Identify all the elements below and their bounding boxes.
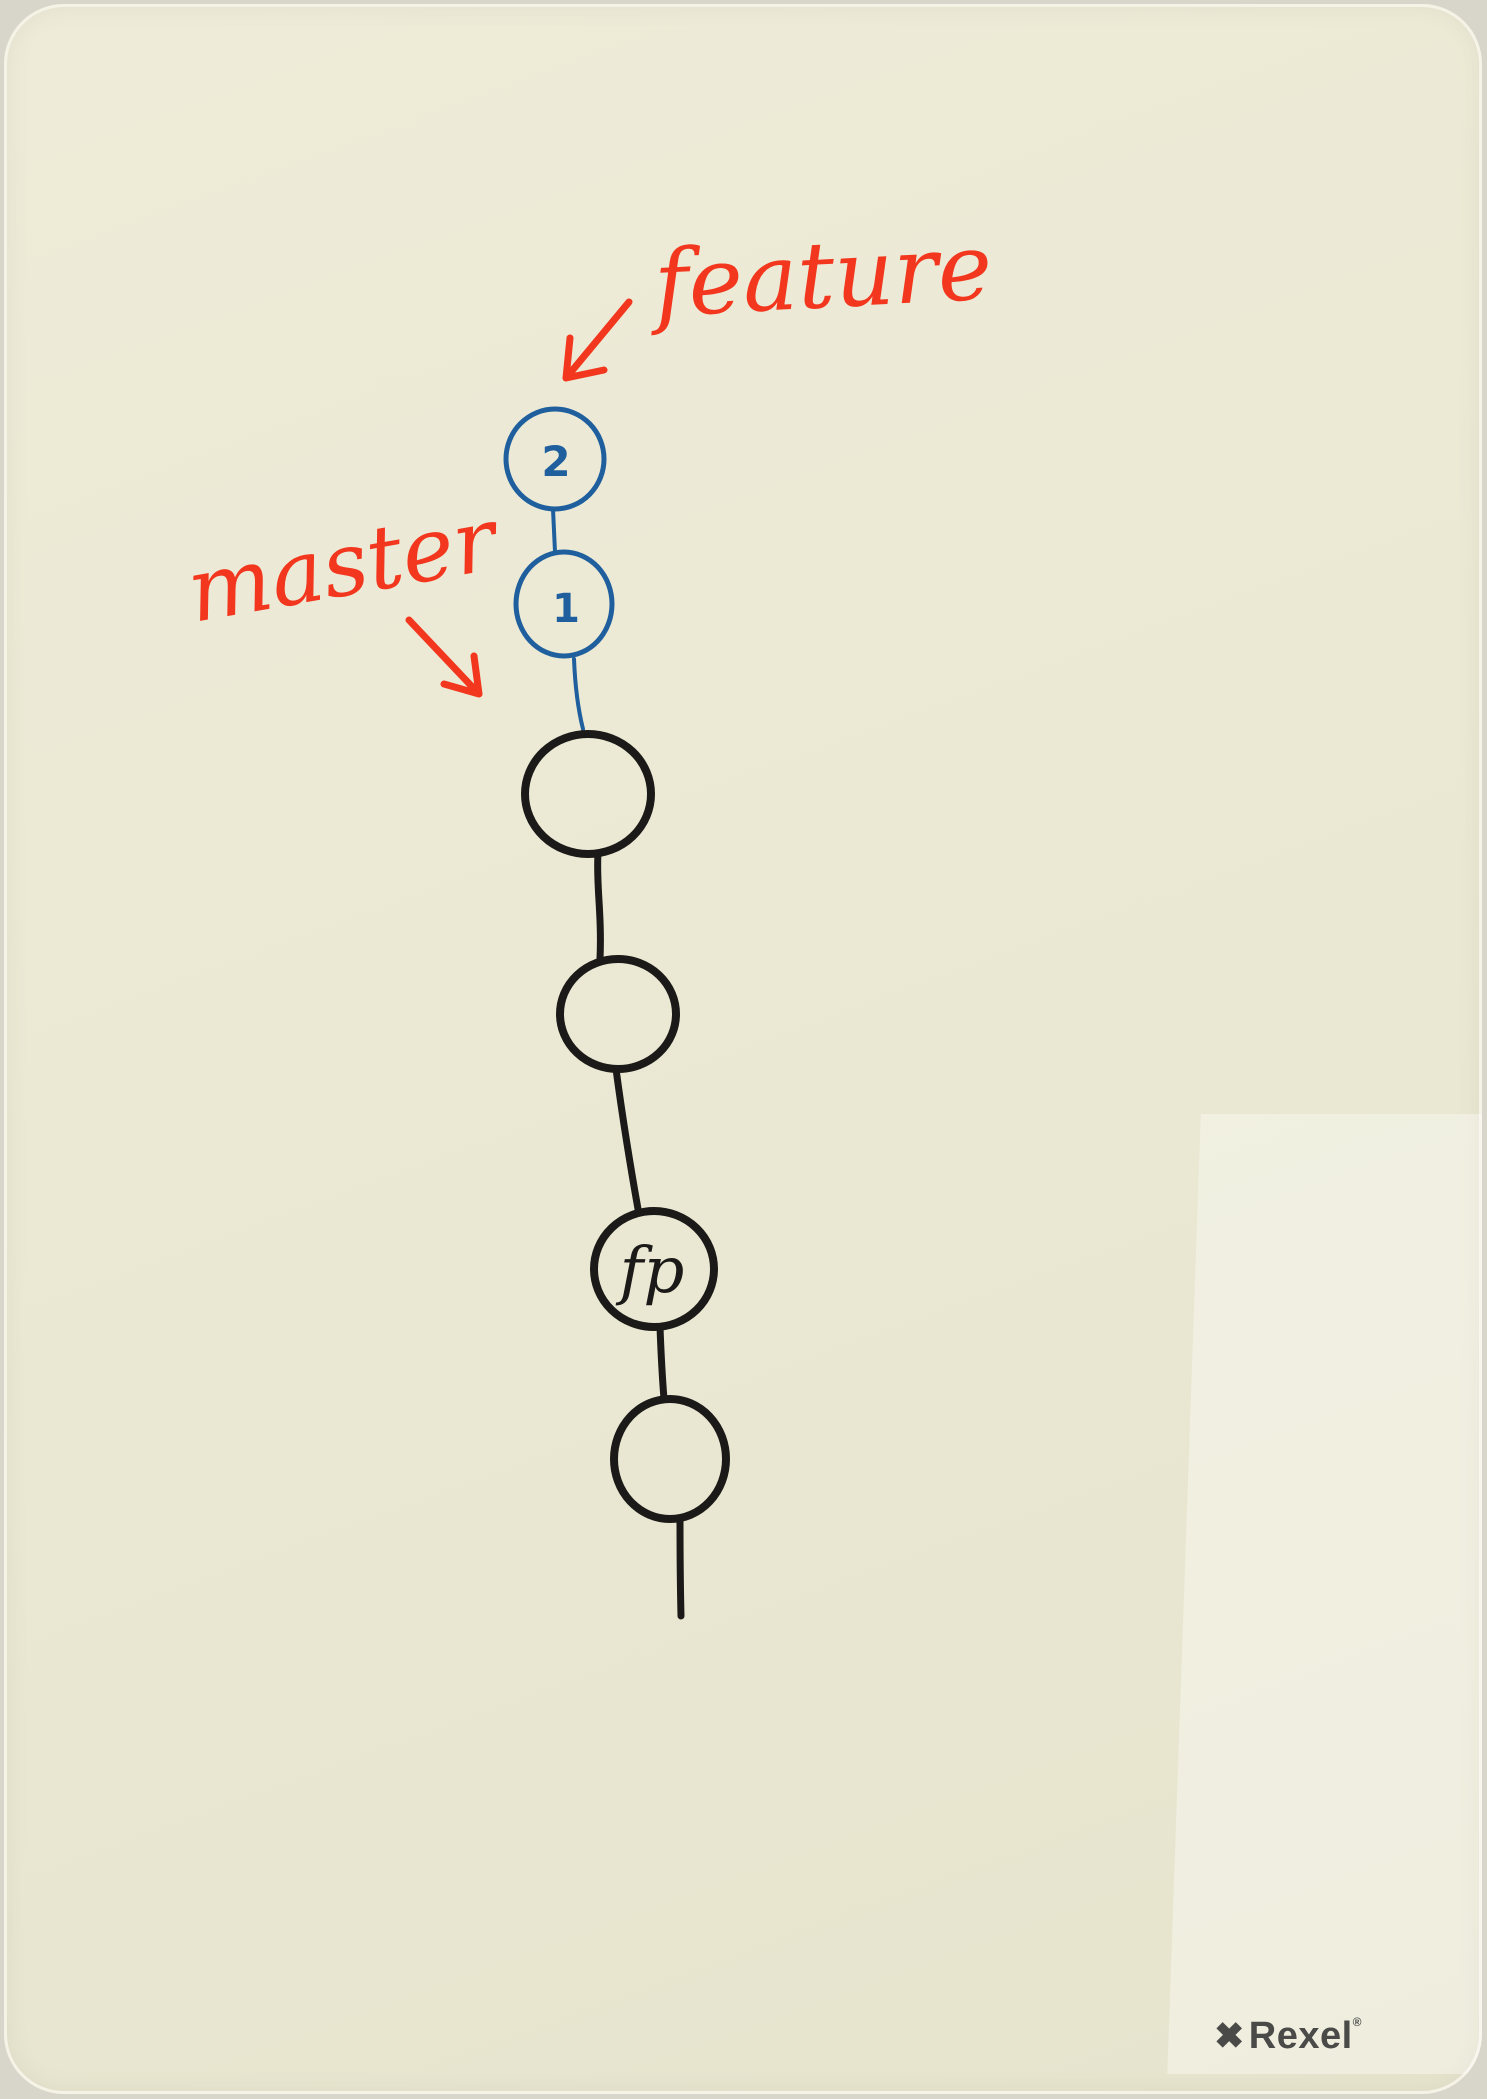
commit-node-black-4: [610, 1395, 730, 1523]
connector-black-2: [612, 1065, 642, 1213]
commit-label-2: 2: [541, 437, 570, 486]
branch-label-master: master: [180, 486, 509, 642]
commit-node-fp: [590, 1207, 718, 1331]
connector-black-1: [594, 850, 604, 963]
commit-node-blue-2: [503, 406, 607, 512]
commit-node-blue-1: [513, 549, 615, 659]
connector-black-tail: [676, 1515, 685, 1620]
arrow-feature-icon: [562, 298, 633, 382]
connector-black-3: [656, 1323, 668, 1403]
git-commit-diagram: 2 1 fp feature master: [180, 213, 995, 1620]
commit-node-black-1: [521, 730, 655, 858]
branch-label-feature: feature: [646, 213, 995, 338]
rexel-logo: ✖ Rexel®: [1214, 2015, 1362, 2058]
rexel-mark-icon: ✖: [1214, 2015, 1245, 2056]
commit-label-1: 1: [552, 586, 580, 632]
commit-node-black-2: [556, 955, 680, 1073]
registered-mark: ®: [1352, 2015, 1362, 2029]
whiteboard: 2 1 fp feature master ✖ Rexel®: [4, 4, 1482, 2094]
brand-name: Rexel: [1248, 2015, 1353, 2057]
connector-blue-top: [551, 507, 557, 554]
arrow-master-icon: [405, 616, 483, 698]
connector-blue-bottom: [572, 657, 585, 731]
commit-label-fp: fp: [616, 1234, 685, 1308]
